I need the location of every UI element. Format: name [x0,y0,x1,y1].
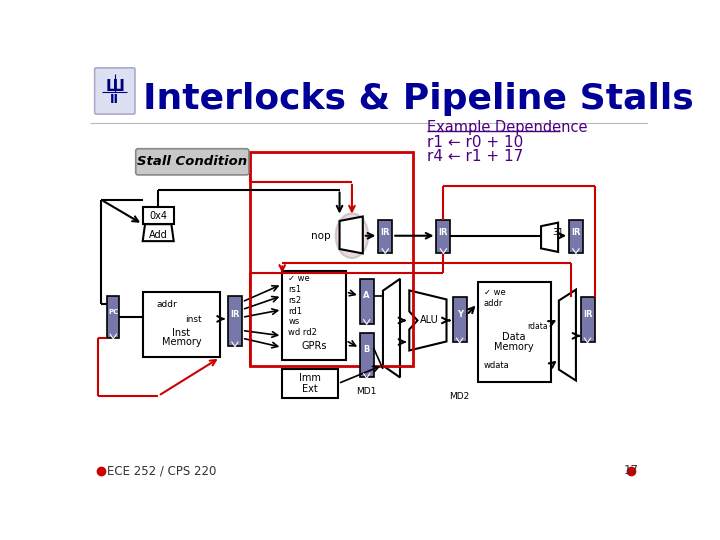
Text: wd rd2: wd rd2 [289,328,318,338]
Text: ALU: ALU [420,315,439,326]
Bar [282,369,338,398]
Bar [436,220,451,253]
Text: ✓ we: ✓ we [484,288,505,297]
Text: Interlocks & Pipeline Stalls: Interlocks & Pipeline Stalls [143,83,693,117]
Text: IR: IR [582,310,593,319]
Bar [251,152,413,366]
Text: r1 ← r0 + 10: r1 ← r0 + 10 [427,135,523,150]
Text: IR: IR [230,310,240,319]
Text: addr: addr [484,299,503,308]
Text: inst: inst [185,315,202,324]
Text: IR: IR [438,228,448,237]
Text: ws: ws [289,318,300,327]
Text: Example Dependence: Example Dependence [427,120,588,135]
Polygon shape [143,224,174,241]
Text: MD2: MD2 [449,392,470,401]
Text: Memory: Memory [161,337,202,347]
Text: rs1: rs1 [289,285,302,294]
Polygon shape [340,217,363,253]
Bar [360,333,374,377]
Text: Data: Data [502,333,526,342]
Polygon shape [559,289,576,381]
Bar [378,220,392,253]
Text: 17: 17 [624,464,639,477]
FancyBboxPatch shape [136,148,249,175]
Text: rs2: rs2 [289,296,302,305]
Text: 31: 31 [553,228,564,237]
Bar [228,296,242,346]
Text: IR: IR [571,228,580,237]
Polygon shape [541,222,558,252]
Bar [360,279,374,323]
Bar [477,282,551,382]
Bar [107,296,120,338]
Text: MD1: MD1 [356,387,377,396]
Text: rd1: rd1 [289,307,302,316]
Text: rdata: rdata [528,322,548,331]
Ellipse shape [336,213,368,258]
Text: Imm: Imm [300,373,321,383]
Text: Y: Y [456,310,463,319]
Bar [143,292,220,357]
Text: Inst: Inst [172,328,191,338]
Text: PC: PC [108,309,118,315]
Text: IR: IR [381,228,390,237]
Text: Memory: Memory [494,342,534,353]
Text: GPRs: GPRs [301,341,327,351]
Bar [569,220,583,253]
Text: B: B [364,345,370,354]
Bar [453,298,467,342]
Text: addr: addr [157,300,177,309]
Text: ✓ we: ✓ we [289,274,310,284]
Polygon shape [383,279,400,377]
Bar [143,207,174,224]
Bar [580,298,595,342]
Text: Ext: Ext [302,384,318,394]
Text: II: II [110,93,120,106]
Text: ECE 252 / CPS 220: ECE 252 / CPS 220 [107,464,217,477]
Text: Ш: Ш [105,79,125,94]
Text: nop: nop [310,231,330,241]
Text: r4 ← r1 + 17: r4 ← r1 + 17 [427,148,523,164]
Text: wdata: wdata [484,361,510,369]
Bar [282,271,346,360]
Text: Add: Add [149,230,168,240]
Polygon shape [409,291,446,350]
FancyBboxPatch shape [94,68,135,114]
Text: Stall Condition: Stall Condition [138,156,248,168]
Text: 0x4: 0x4 [149,211,167,221]
Text: A: A [364,292,370,300]
